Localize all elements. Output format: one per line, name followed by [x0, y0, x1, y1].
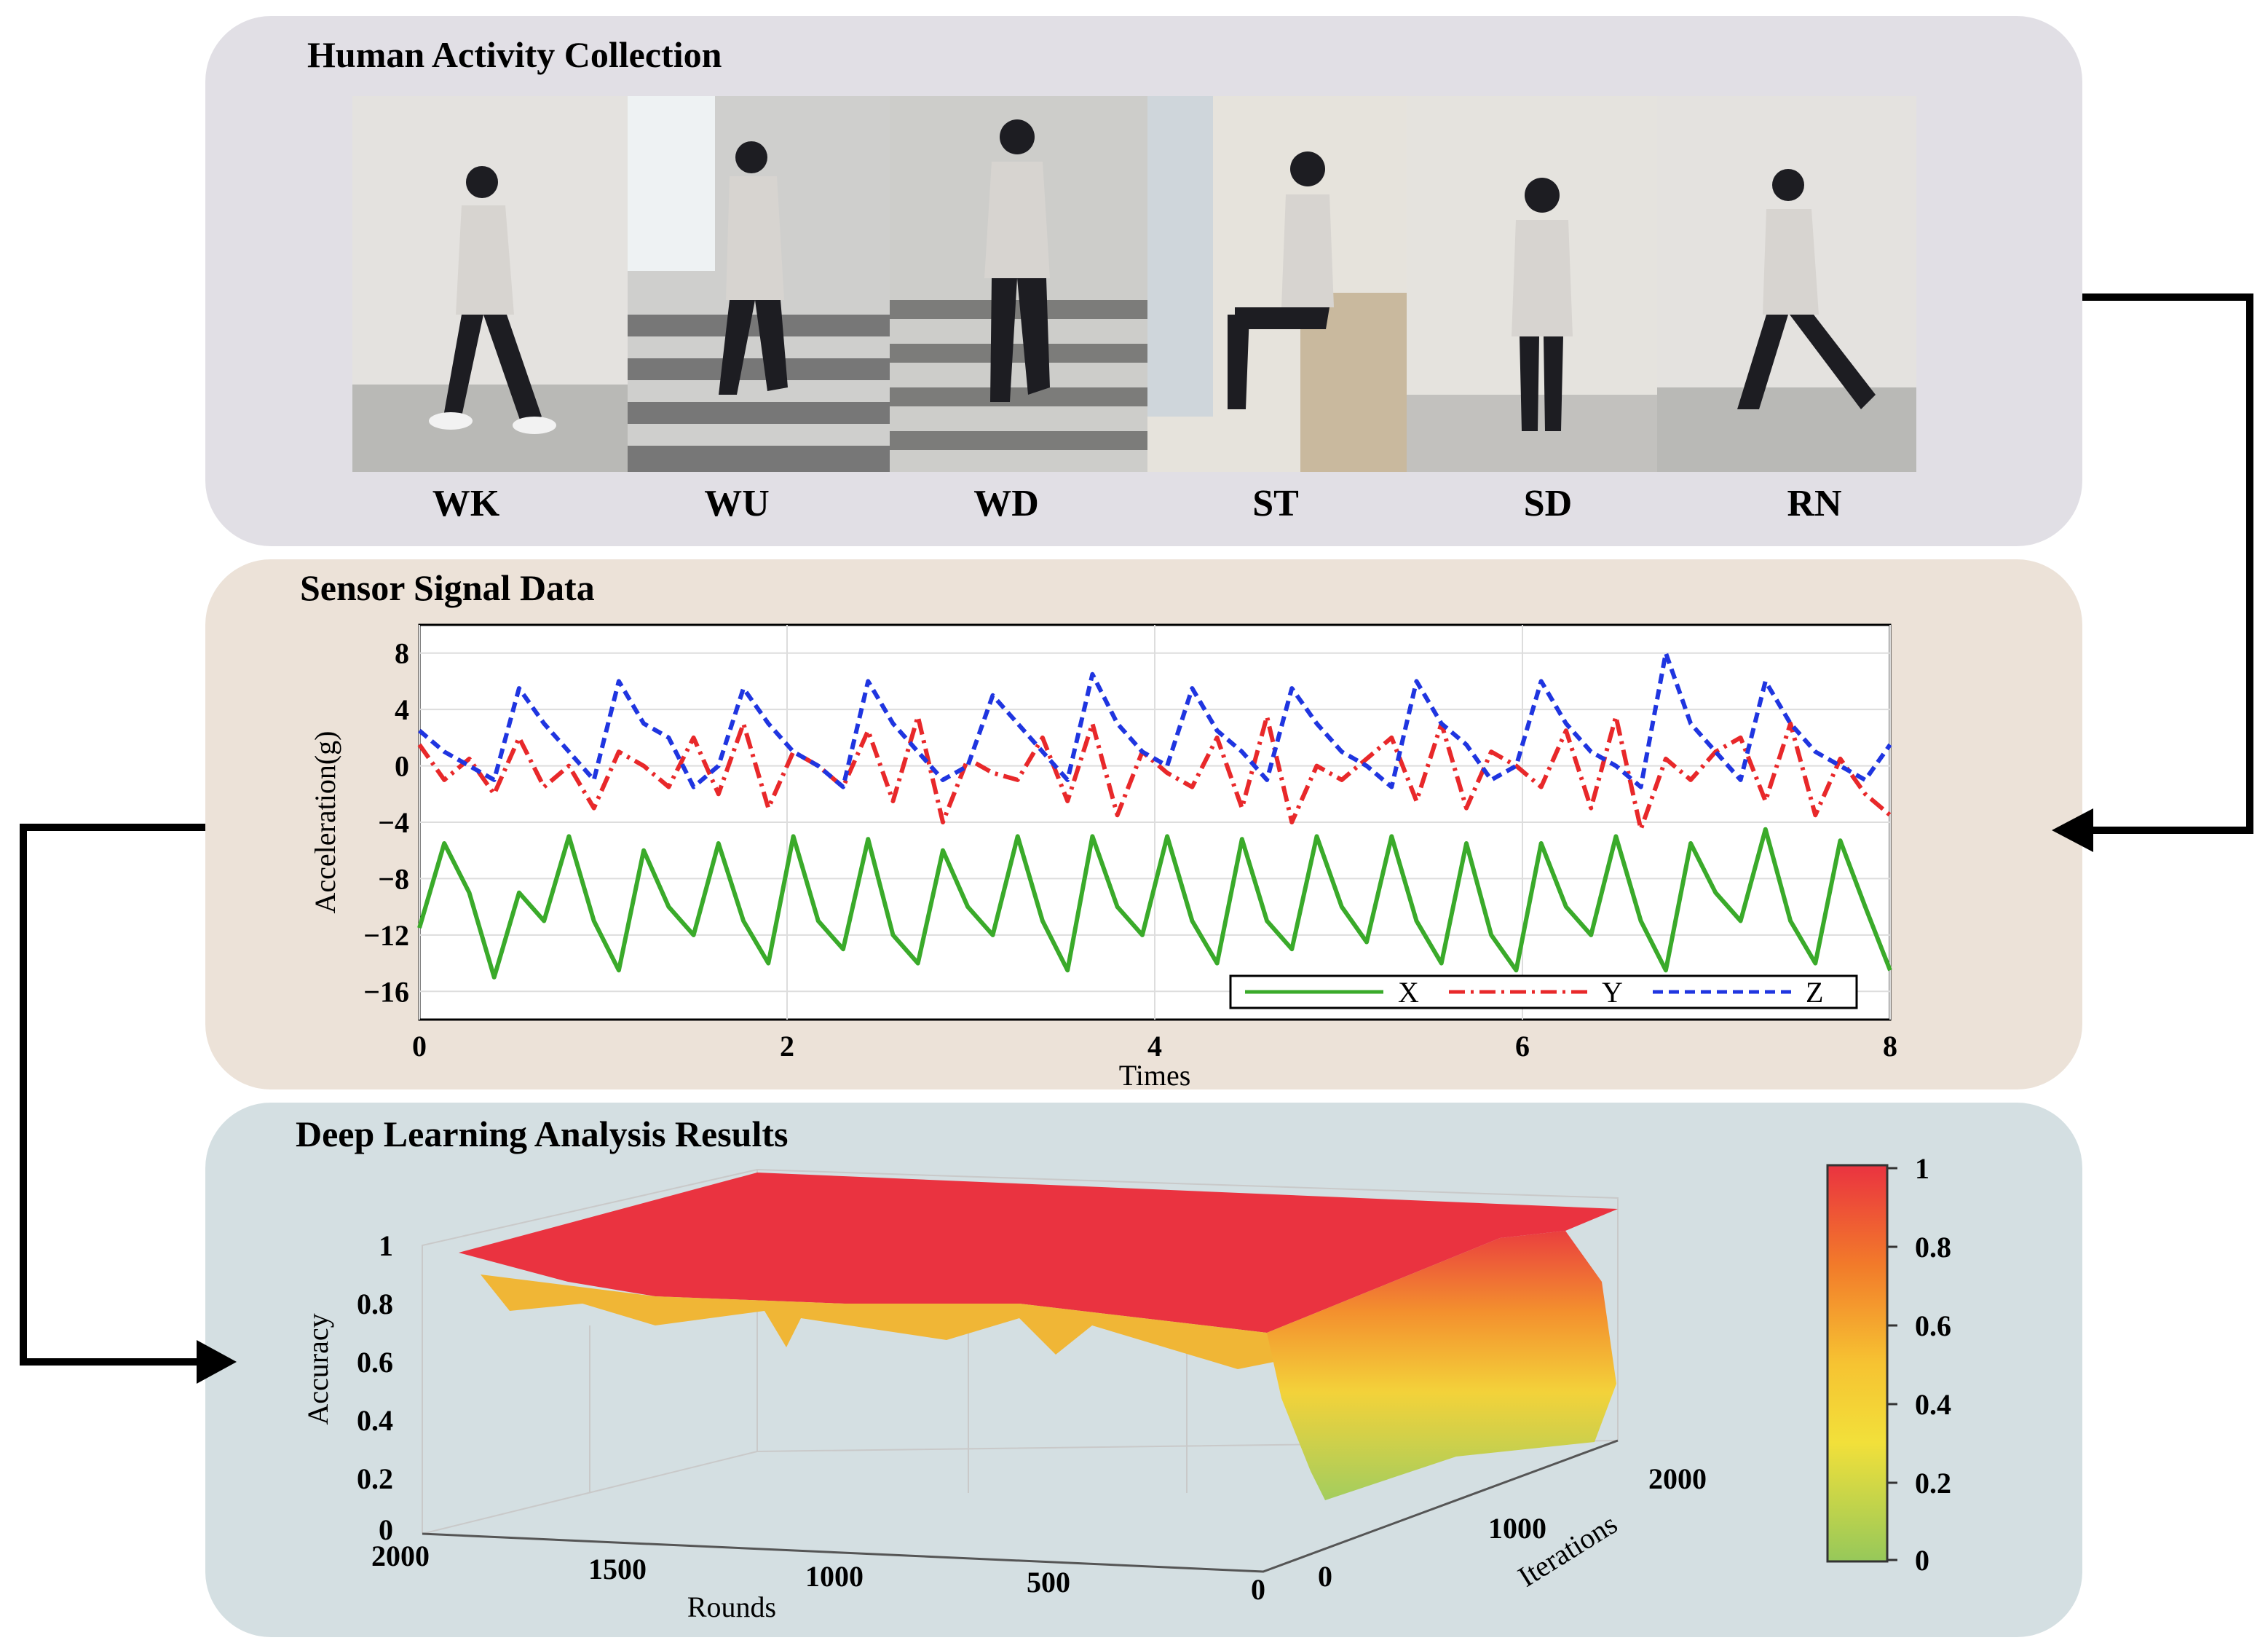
x-tick-label: 6 [1515, 1030, 1530, 1063]
arrow-to-sensor-icon [2052, 808, 2093, 852]
x-axis-label: Rounds [687, 1591, 776, 1623]
colorbar-tick-label: 0.4 [1915, 1388, 1951, 1421]
colorbar-tick-label: 0.6 [1915, 1309, 1951, 1342]
x-tick-label: 1000 [805, 1560, 864, 1593]
y-axis-label: Acceleration(g) [309, 731, 341, 914]
x-tick-label: 2 [780, 1030, 794, 1063]
y-tick-label: −16 [363, 975, 409, 1008]
z-tick-label: 0.8 [357, 1288, 393, 1320]
colorbar-tick-label: 0.8 [1915, 1231, 1951, 1264]
collection-title: Human Activity Collection [307, 34, 722, 75]
x-tick-label: 1500 [588, 1553, 647, 1585]
y-tick-label: 1000 [1488, 1512, 1546, 1545]
photo-standing [1407, 96, 1657, 472]
z-tick-label: 0.2 [357, 1462, 393, 1495]
activity-label-wk: WK [432, 483, 500, 524]
legend-label: X [1398, 976, 1419, 1009]
y-tick-label: 8 [395, 637, 409, 670]
series-line-z [418, 650, 1892, 789]
z-tick-label: 0.6 [357, 1346, 393, 1379]
y-tick-label: 0 [395, 750, 409, 783]
x-tick-label: 0 [412, 1030, 427, 1063]
y-tick-label: −12 [363, 919, 409, 952]
activity-label-st: ST [1252, 483, 1299, 524]
axes-base [422, 1439, 1619, 1573]
legend-label: Y [1602, 976, 1623, 1009]
surface-plateau [459, 1173, 1618, 1333]
surface-edge [481, 1274, 1311, 1369]
photo-walking [352, 96, 628, 472]
activity-label-sd: SD [1523, 483, 1573, 524]
photo-running [1657, 96, 1916, 472]
y-tick-label: −4 [378, 806, 409, 839]
y-tick-label: 2000 [1648, 1462, 1707, 1495]
activity-label-rn: RN [1787, 483, 1842, 524]
z-tick-label: 0 [379, 1513, 393, 1546]
x-tick-label: 500 [1027, 1566, 1070, 1599]
colorbar-tick-label: 0 [1915, 1544, 1929, 1577]
series-line-y [417, 714, 1892, 832]
y-tick-label: 4 [395, 693, 409, 726]
x-axis-label: Times [1119, 1059, 1191, 1092]
y-tick-label: 0 [1318, 1560, 1332, 1593]
arrow-to-analysis-icon [197, 1340, 237, 1384]
z-axis-label: Accuracy [301, 1313, 334, 1425]
legend-label: Z [1806, 976, 1823, 1009]
surface-falloff [1267, 1231, 1616, 1500]
z-tick-label: 0.4 [357, 1404, 393, 1437]
activity-label-wu: WU [704, 483, 770, 524]
x-tick-label: 4 [1147, 1030, 1162, 1063]
colorbar: 1 0.8 0.6 0.4 0.2 0 [1826, 1152, 1951, 1577]
x-tick-label: 2000 [371, 1540, 430, 1572]
x-tick-label: 8 [1883, 1030, 1897, 1063]
x-tick-label: 0 [1251, 1573, 1265, 1606]
activity-label-wd: WD [973, 483, 1039, 524]
sensor-title: Sensor Signal Data [300, 567, 595, 608]
z-tick-label: 1 [379, 1229, 393, 1262]
photo-walking-upstairs [628, 96, 890, 472]
colorbar-gradient [1826, 1164, 1889, 1563]
y-tick-label: −8 [378, 862, 409, 895]
photo-walking-downstairs [890, 96, 1147, 472]
legend: X Y Z [1229, 974, 1858, 1009]
series-line-x [417, 827, 1892, 980]
analysis-title: Deep Learning Analysis Results [296, 1114, 789, 1154]
colorbar-tick-label: 0.2 [1915, 1467, 1951, 1500]
colorbar-tick-label: 1 [1915, 1152, 1929, 1185]
photo-sitting [1147, 96, 1407, 472]
